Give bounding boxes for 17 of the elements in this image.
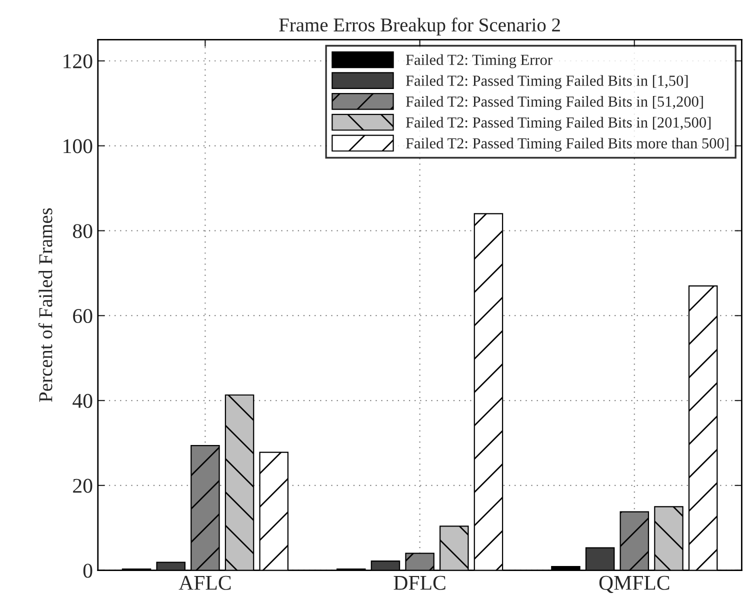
- chart-title: Frame Erros Breakup for Scenario 2: [279, 18, 560, 36]
- legend-label: Failed T2: Passed Timing Failed Bits more than 500]: [406, 138, 728, 152]
- y-tick-label: 40: [72, 394, 92, 408]
- x-tick-label: DFLC: [394, 576, 446, 590]
- y-tick-label: 0: [83, 564, 92, 578]
- y-tick-label: 20: [73, 478, 92, 493]
- x-tick-label: QMFLC: [599, 576, 670, 594]
- y-tick-label: 120: [64, 54, 92, 68]
- y-tick-label: 60: [73, 308, 92, 324]
- y-axis-title: Percent of Failed Frames: [38, 208, 52, 402]
- y-tick-label: 80: [72, 224, 92, 238]
- legend-label: Failed T2: Timing Error: [406, 54, 552, 68]
- legend-label: Failed T2: Passed Timing Failed Bits in [201,500]: [406, 116, 711, 131]
- x-tick-label: AFLC: [178, 576, 231, 590]
- y-tick-label: 100: [64, 139, 92, 154]
- legend-label: Failed T2: Passed Timing Failed Bits in [1,50]: [406, 75, 688, 90]
- legend-label: Failed T2: Passed Timing Failed Bits in [51,200]: [406, 96, 703, 110]
